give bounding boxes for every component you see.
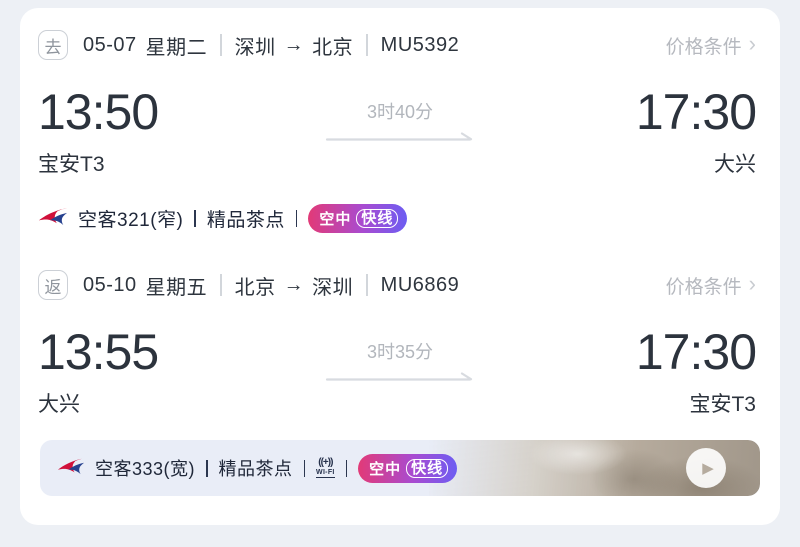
departure-terminal: 宝安T3 [38, 153, 105, 176]
divider [194, 209, 196, 227]
arrival-terminal: 宝安T3 [689, 393, 756, 416]
play-icon: ▶ [702, 460, 714, 477]
flight-info-row: 空客321(窄) 精品茶点 空中 快线 [20, 202, 780, 234]
departure-time: 13:55 [38, 324, 159, 380]
flight-date: 05-07 [83, 33, 137, 56]
flight-header: 去 05-07 星期二 深圳 → 北京 MU5392 价格条件 › [20, 30, 780, 60]
chevron-right-icon: › [748, 271, 756, 296]
wifi-icon: ((+)) WI-FI [316, 458, 335, 478]
price-terms-button[interactable]: 价格条件 › [666, 32, 756, 59]
to-city: 深圳 [312, 276, 354, 299]
from-city: 深圳 [234, 36, 276, 59]
wifi-label: WI-FI [316, 469, 335, 478]
route-arrow-icon: → [283, 273, 305, 296]
airports-row: 宝安T3 大兴 [20, 148, 780, 178]
airports-row: 大兴 宝安T3 [20, 388, 780, 418]
arrival-terminal: 大兴 [714, 153, 756, 176]
divider [345, 459, 348, 477]
aircraft-type: 空客333(宽) [95, 459, 196, 479]
flight-weekday: 星期二 [145, 36, 208, 59]
times-row: 13:55 3时35分 17:30 [20, 324, 780, 382]
departure-time: 13:50 [38, 84, 159, 140]
air-express-label-2: 快线 [406, 458, 449, 478]
flight-section-return[interactable]: 返 05-10 星期五 北京 → 深圳 MU6869 价格条件 › 13:55 … [20, 270, 780, 496]
flight-date: 05-10 [83, 273, 137, 296]
airline-logo-icon [57, 457, 85, 479]
airline-logo-icon [38, 207, 68, 230]
divider [366, 274, 368, 296]
flight-section-outbound[interactable]: 去 05-07 星期二 深圳 → 北京 MU5392 价格条件 › 13:50 … [20, 30, 780, 234]
arrival-time: 17:30 [635, 84, 757, 140]
meal-service: 精品茶点 [218, 459, 293, 479]
route-arrow-icon: → [283, 33, 305, 56]
air-express-label-1: 空中 [319, 210, 352, 228]
duration-label: 3时35分 [366, 342, 434, 362]
direction-badge-return: 返 [38, 270, 68, 300]
chevron-right-icon: › [748, 31, 756, 56]
divider [295, 209, 298, 227]
divider [206, 459, 208, 477]
departure-terminal: 大兴 [38, 393, 80, 416]
duration-arrow-icon [325, 132, 473, 141]
flight-number: MU5392 [380, 33, 460, 56]
aircraft-type: 空客321(窄) [78, 209, 184, 231]
price-terms-label: 价格条件 [665, 36, 742, 58]
duration-label: 3时40分 [366, 102, 434, 122]
divider [303, 459, 306, 477]
arrival-time: 17:30 [635, 324, 757, 380]
times-row: 13:50 3时40分 17:30 [20, 84, 780, 142]
duration-block: 3时35分 [312, 338, 488, 382]
round-trip-flight-card: 去 05-07 星期二 深圳 → 北京 MU5392 价格条件 › 13:50 … [20, 8, 780, 525]
air-express-label-2: 快线 [356, 208, 399, 228]
flight-weekday: 星期五 [145, 276, 208, 299]
direction-badge-outbound: 去 [38, 30, 68, 60]
price-terms-label: 价格条件 [665, 276, 742, 298]
price-terms-button[interactable]: 价格条件 › [666, 272, 756, 299]
play-button[interactable]: ▶ [686, 448, 726, 488]
duration-arrow-icon [325, 372, 473, 381]
divider [220, 34, 222, 56]
flight-number: MU6869 [380, 273, 460, 296]
flight-info-row: 空客333(宽) 精品茶点 ((+)) WI-FI 空中 快线 [57, 453, 458, 483]
duration-block: 3时40分 [312, 98, 488, 142]
divider [220, 274, 222, 296]
flight-info-banner[interactable]: 空客333(宽) 精品茶点 ((+)) WI-FI 空中 快线 ▶ [40, 440, 760, 496]
wifi-waves-glyph: ((+)) [318, 457, 333, 468]
flight-header: 返 05-10 星期五 北京 → 深圳 MU6869 价格条件 › [20, 270, 780, 300]
meal-service: 精品茶点 [206, 209, 285, 231]
air-express-label-1: 空中 [369, 460, 402, 478]
to-city: 北京 [312, 36, 354, 59]
from-city: 北京 [234, 276, 276, 299]
divider [366, 34, 368, 56]
air-express-badge: 空中 快线 [358, 453, 458, 483]
air-express-badge: 空中 快线 [308, 203, 408, 233]
